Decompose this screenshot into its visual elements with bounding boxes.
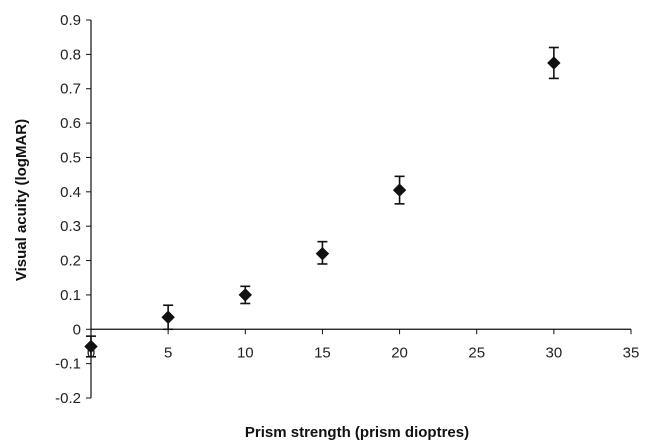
data-point <box>161 310 175 324</box>
x-axis-title: Prism strength (prism dioptres) <box>245 424 469 441</box>
y-tick-label: 0.3 <box>60 218 81 235</box>
x-tick-label: 30 <box>546 344 563 361</box>
error-bars <box>86 46 559 358</box>
data-point <box>547 56 561 70</box>
x-tick-label: 20 <box>391 344 408 361</box>
x-tick-label: 5 <box>164 344 172 361</box>
y-axis-title: Visual acuity (logMAR) <box>13 119 30 281</box>
y-tick-label: 0.4 <box>60 184 81 201</box>
y-tick-label: 0.1 <box>60 287 81 304</box>
y-tick-label: 0.8 <box>60 46 81 63</box>
y-tick-label: 0.6 <box>60 115 81 132</box>
x-tick-label: 25 <box>468 344 485 361</box>
x-tick-label: 10 <box>237 344 254 361</box>
y-tick-label: 0 <box>73 321 81 338</box>
data-point <box>238 288 252 302</box>
x-tick-label: 35 <box>623 344 640 361</box>
data-point <box>392 183 407 197</box>
ticks <box>86 19 632 399</box>
data-points <box>84 56 561 354</box>
y-tick-label: -0.1 <box>55 356 81 373</box>
y-tick-label: 0.9 <box>60 12 81 29</box>
y-tick-label: 0.5 <box>60 149 81 166</box>
y-tick-label: 0.7 <box>60 81 81 98</box>
tick-labels: -0.2-0.100.10.20.30.40.50.60.70.80.90510… <box>55 12 639 407</box>
y-tick-label: 0.2 <box>60 253 81 270</box>
axes <box>90 20 631 398</box>
y-tick-label: -0.2 <box>55 390 81 407</box>
data-point <box>315 246 330 261</box>
x-tick-label: 15 <box>314 344 331 361</box>
data-point <box>84 339 98 354</box>
